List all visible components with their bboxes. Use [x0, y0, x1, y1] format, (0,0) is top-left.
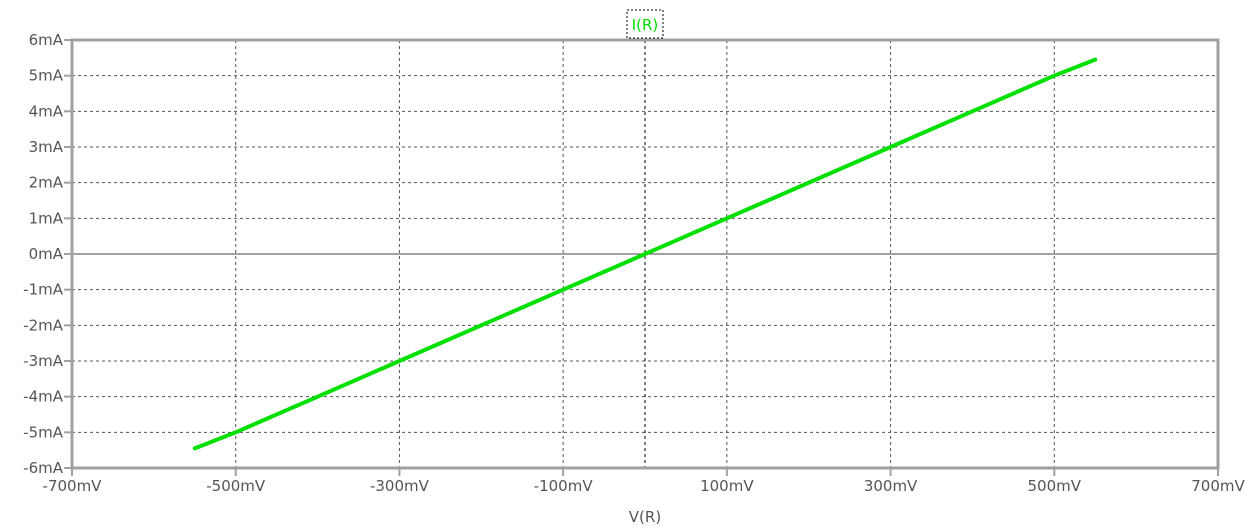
- x-tick-label: 300mV: [864, 477, 918, 495]
- legend-box[interactable]: [626, 9, 664, 39]
- x-tick-label: 100mV: [700, 477, 754, 495]
- y-tick-label: 4mA: [29, 102, 64, 120]
- x-tick-label: -700mV: [43, 477, 103, 495]
- y-tick-label: 0mA: [29, 245, 64, 263]
- series-layer: [192, 57, 1098, 451]
- x-tick-label: -500mV: [206, 477, 266, 495]
- series-line-I(R): [192, 57, 1098, 451]
- y-tick-label: 5mA: [29, 67, 64, 85]
- y-tick-label: 3mA: [29, 138, 64, 156]
- y-tick-label: 1mA: [29, 209, 64, 227]
- y-tick-label: -6mA: [23, 459, 64, 477]
- y-tick-label: 6mA: [29, 31, 64, 49]
- y-tick-label: -2mA: [23, 316, 64, 334]
- axis-layer: [64, 38, 1220, 476]
- x-tick-label: -100mV: [534, 477, 594, 495]
- grid-layer: [72, 40, 1218, 468]
- x-tick-label: 500mV: [1028, 477, 1082, 495]
- x-tick-label: -300mV: [370, 477, 430, 495]
- legend-label-I(R)[interactable]: I(R): [632, 16, 659, 34]
- legend[interactable]: I(R): [626, 9, 664, 39]
- x-tick-label: 700mV: [1191, 477, 1245, 495]
- y-tick-label: -1mA: [23, 281, 64, 299]
- label-layer: 6mA 5mA 4mA 3mA 2mA 1mA 0mA -1mA -2mA -3mA -4mA -5m…: [23, 31, 1245, 495]
- y-tick-label: -5mA: [23, 423, 64, 441]
- x-axis-title: V(R): [629, 508, 661, 526]
- y-tick-label: 2mA: [29, 174, 64, 192]
- y-tick-label: -3mA: [23, 352, 64, 370]
- y-tick-label: -4mA: [23, 388, 64, 406]
